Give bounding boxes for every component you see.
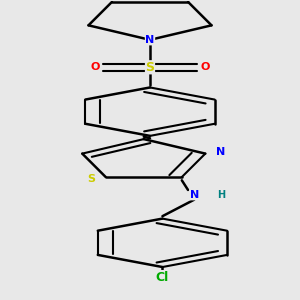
Text: N: N [146, 35, 154, 45]
Text: Cl: Cl [156, 271, 169, 284]
Text: O: O [200, 62, 209, 72]
Text: O: O [91, 62, 100, 72]
Text: S: S [146, 61, 154, 74]
Text: H: H [218, 190, 226, 200]
Text: N: N [216, 147, 225, 157]
Text: S: S [87, 174, 95, 184]
Text: N: N [190, 190, 199, 200]
